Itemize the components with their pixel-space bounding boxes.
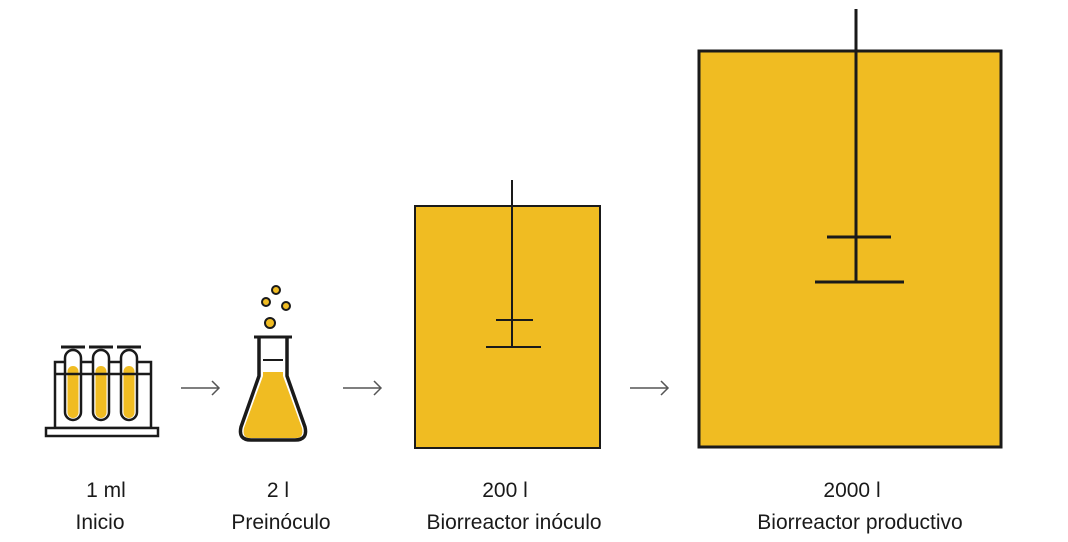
- inoculum-bioreactor-icon: [414, 180, 601, 449]
- stage-volume-label: 1 ml: [86, 479, 126, 502]
- test-tube: [89, 345, 113, 422]
- test-tube: [61, 345, 85, 422]
- production-bioreactor-icon: [697, 9, 1003, 449]
- arrow-icon: [181, 380, 221, 396]
- stage-volume-label: 2 l: [266, 479, 290, 502]
- bioreactor-vessel: [414, 205, 601, 449]
- arrow-icon: [630, 380, 670, 396]
- test-tube-rack-icon: [44, 345, 160, 438]
- bubble-icon: [261, 297, 271, 307]
- stage-volume-label: 2000 l: [823, 479, 881, 502]
- stage-name-label: Biorreactor inóculo: [426, 511, 602, 534]
- bubble-icon: [281, 301, 291, 311]
- stage-volume-label: 200 l: [482, 479, 528, 502]
- stage-name-label: Preinóculo: [231, 511, 331, 534]
- bioreactor-vessel: [697, 49, 1003, 449]
- arrow-icon: [343, 380, 383, 396]
- bubble-icon: [271, 285, 281, 295]
- stage-name-label: Inicio: [75, 511, 125, 534]
- test-tube: [117, 345, 141, 422]
- bubble-icon: [264, 317, 276, 329]
- erlenmeyer-flask-icon: [238, 285, 308, 442]
- stage-name-label: Biorreactor productivo: [757, 511, 963, 534]
